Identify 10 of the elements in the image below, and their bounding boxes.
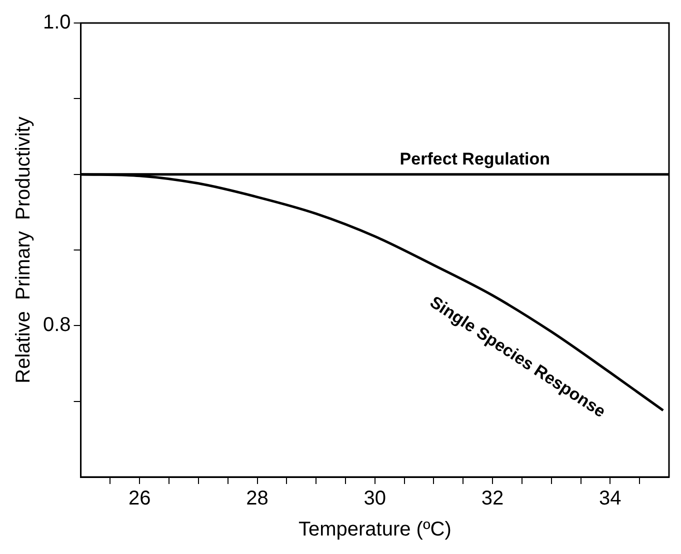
y-tick-label: 0.8 bbox=[42, 314, 71, 336]
y-tick-label: 1.0 bbox=[42, 12, 71, 34]
x-tick-label: 32 bbox=[481, 488, 504, 510]
x-tick-label: 34 bbox=[599, 488, 622, 510]
y-axis-title: Relative Primary Productivity bbox=[12, 116, 35, 384]
x-tick-label: 28 bbox=[246, 488, 268, 510]
x-tick-label: 26 bbox=[128, 488, 151, 510]
x-tick-label: 30 bbox=[364, 488, 386, 510]
x-axis-title: Temperature (ºC) bbox=[298, 518, 452, 541]
series-label: Perfect Regulation bbox=[400, 150, 550, 169]
